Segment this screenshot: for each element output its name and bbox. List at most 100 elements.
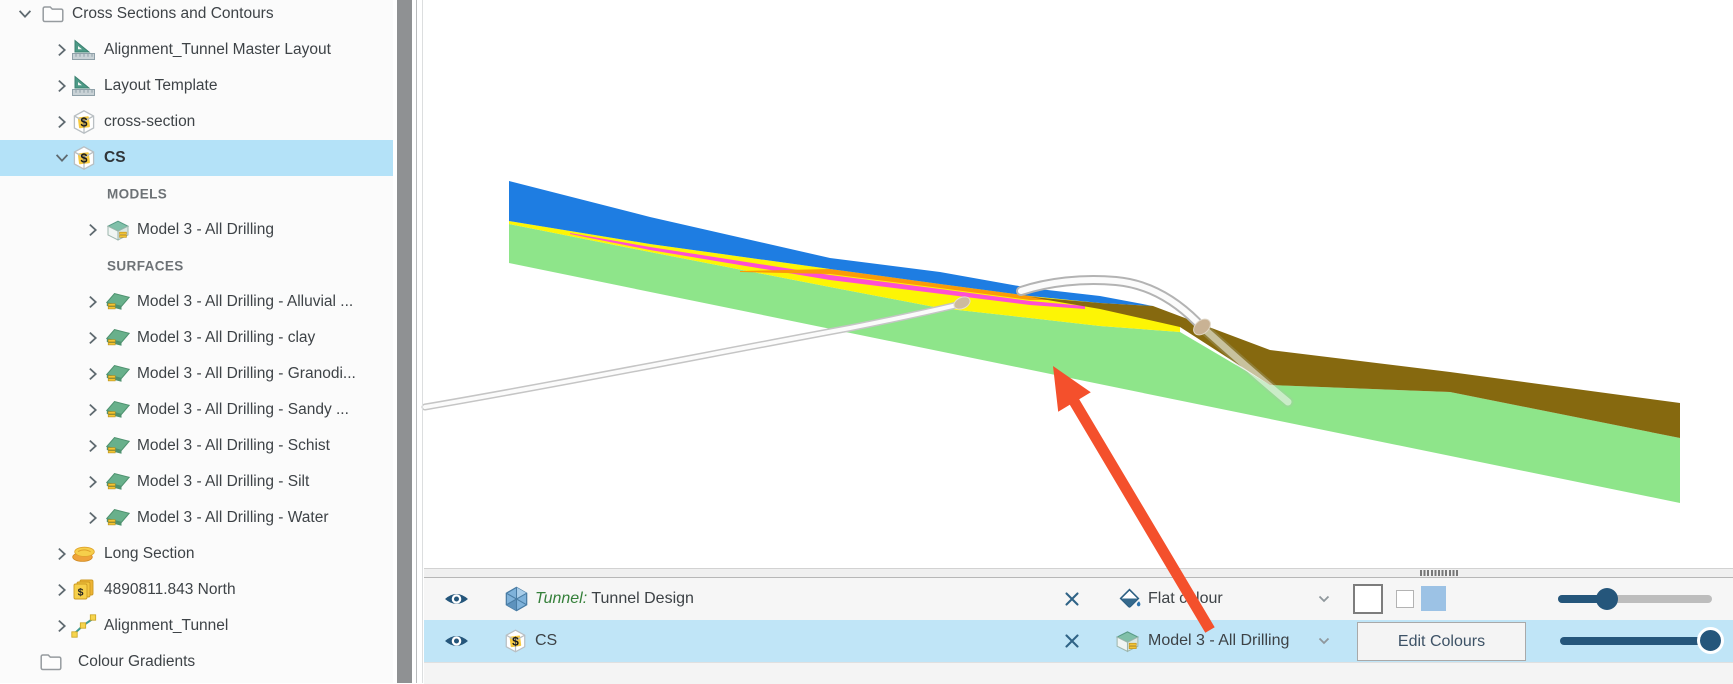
surface-icon [105,397,131,423]
tree-item-label: CS [104,149,126,166]
opacity-slider[interactable] [1560,637,1722,645]
sidebar-scrollbar[interactable] [397,0,412,683]
surface-icon [105,361,131,387]
tree-item-layout-template[interactable]: Layout Template [0,68,393,104]
tree-item-label: cross-section [104,113,196,130]
chevron-down-icon[interactable] [16,5,34,23]
tree-item-model3-water[interactable]: Model 3 - All Drilling - Water [0,500,393,536]
chevron-right-icon[interactable] [84,365,102,383]
chevron-right-icon[interactable] [53,113,71,131]
visibility-eye-icon[interactable] [444,591,469,608]
layer-brown [1030,297,1680,438]
scene-list-row-tunnel[interactable]: Tunnel: Tunnel Design Flat colour [424,578,1733,620]
surface-icon [105,505,131,531]
block-model-icon [1114,628,1141,655]
opacity-slider-fill [1558,595,1612,603]
tree-item-alignment-tunnel[interactable]: Alignment_Tunnel [0,608,393,644]
chevron-right-icon[interactable] [84,401,102,419]
object-type-prefix: Tunnel: [535,590,588,607]
tunnel-tube-hidden [1196,321,1294,408]
surface-icon [105,433,131,459]
chevron-right-icon[interactable] [84,437,102,455]
chevron-right-icon[interactable] [84,293,102,311]
panel-footer-strip [424,662,1733,684]
section-stack-icon [71,577,97,603]
object-name: Tunnel Design [591,590,694,607]
set-square-icon [71,37,97,63]
project-tree-sidebar: Cross Sections and Contours Alignment_Tu… [0,0,393,683]
layer-magenta [570,233,1085,309]
tree-item-label: Cross Sections and Contours [72,5,274,22]
folder-icon [38,649,64,675]
tree-item-alignment-tunnel-master-layout[interactable]: Alignment_Tunnel Master Layout [0,32,393,68]
tree-item-model3-clay[interactable]: Model 3 - All Drilling - clay [0,320,393,356]
splitter-grip-handle[interactable] [1420,570,1458,576]
display-mode-value[interactable]: Flat colour [1148,590,1223,607]
remove-from-scene-icon[interactable] [1064,633,1080,649]
tree-item-model3-schist[interactable]: Model 3 - All Drilling - Schist [0,428,393,464]
tree-item-label: 4890811.843 North [104,581,236,598]
edit-colours-button[interactable]: Edit Colours [1357,622,1526,661]
tree-item-model3-granodiorite[interactable]: Model 3 - All Drilling - Granodi... [0,356,393,392]
block-model-icon [105,217,131,243]
long-section-icon [71,541,97,567]
display-mode-value[interactable]: Model 3 - All Drilling [1148,632,1290,649]
dropdown-chevron-icon[interactable] [1316,633,1332,649]
tree-item-label: Model 3 - All Drilling - Alluvial ... [137,293,354,310]
chevron-right-icon[interactable] [53,41,71,59]
surface-icon [105,289,131,315]
opacity-slider-handle[interactable] [1596,588,1618,610]
tree-item-model3-alluvial[interactable]: Model 3 - All Drilling - Alluvial ... [0,284,393,320]
pane-splitter-line [422,0,423,683]
tunnel-cap-left [953,296,971,310]
horizontal-panel-splitter[interactable] [424,568,1733,578]
surface-icon [105,469,131,495]
surface-icon [105,325,131,351]
layer-blue [509,181,1153,306]
tree-item-long-section[interactable]: Long Section [0,536,393,572]
chevron-right-icon[interactable] [84,509,102,527]
layer-orange [740,269,1058,300]
chevron-right-icon[interactable] [53,77,71,95]
tree-item-label: Model 3 - All Drilling [137,221,274,238]
tree-item-label: Model 3 - All Drilling - clay [137,329,316,346]
remove-from-scene-icon[interactable] [1064,591,1080,607]
paint-bucket-icon [1116,586,1143,613]
numeric-model-cube-icon [71,145,97,171]
dropdown-chevron-icon[interactable] [1316,591,1332,607]
chevron-right-icon[interactable] [84,221,102,239]
tree-item-cross-section[interactable]: cross-section [0,104,393,140]
folder-icon [40,1,66,27]
tunnel-cap-right [1193,318,1211,336]
tree-item-label: Model 3 - All Drilling - Schist [137,437,330,454]
colour-swatch-main[interactable] [1353,584,1383,614]
scene-object-label: Tunnel: Tunnel Design [535,590,694,608]
opacity-slider[interactable] [1558,595,1712,603]
colour-swatch-secondary[interactable] [1396,590,1414,608]
tree-item-cross-sections-and-contours[interactable]: Cross Sections and Contours [0,0,393,32]
chevron-right-icon[interactable] [53,545,71,563]
tree-item-label: Long Section [104,545,195,562]
chevron-down-icon[interactable] [53,149,71,167]
scene-list-row-cs-selected[interactable]: CS Model 3 - All Drilling Edit Colours [424,620,1733,662]
tree-item-model3-all-drilling[interactable]: Model 3 - All Drilling [0,212,393,248]
tree-item-label: Model 3 - All Drilling - Water [137,509,329,526]
chevron-right-icon[interactable] [53,617,71,635]
tree-item-cs-selected[interactable]: CS [0,140,393,176]
tree-item-model3-silt[interactable]: Model 3 - All Drilling - Silt [0,464,393,500]
layer-green [509,224,1680,503]
chevron-right-icon[interactable] [84,329,102,347]
tree-group-header-surfaces: SURFACES [0,248,393,284]
tree-item-label: Alignment_Tunnel [104,617,229,634]
chevron-right-icon[interactable] [84,473,102,491]
tree-item-colour-gradients[interactable]: Colour Gradients [0,644,393,680]
chevron-right-icon[interactable] [53,581,71,599]
tree-item-model3-sandy[interactable]: Model 3 - All Drilling - Sandy ... [0,392,393,428]
visibility-eye-icon[interactable] [444,633,469,650]
colour-swatch-blue[interactable] [1421,586,1446,611]
opacity-slider-handle[interactable] [1697,627,1724,654]
scene-object-label: CS [535,632,558,649]
numeric-model-cube-icon [71,109,97,135]
tree-item-4890811-north[interactable]: 4890811.843 North [0,572,393,608]
pane-splitter-line[interactable] [416,0,417,683]
